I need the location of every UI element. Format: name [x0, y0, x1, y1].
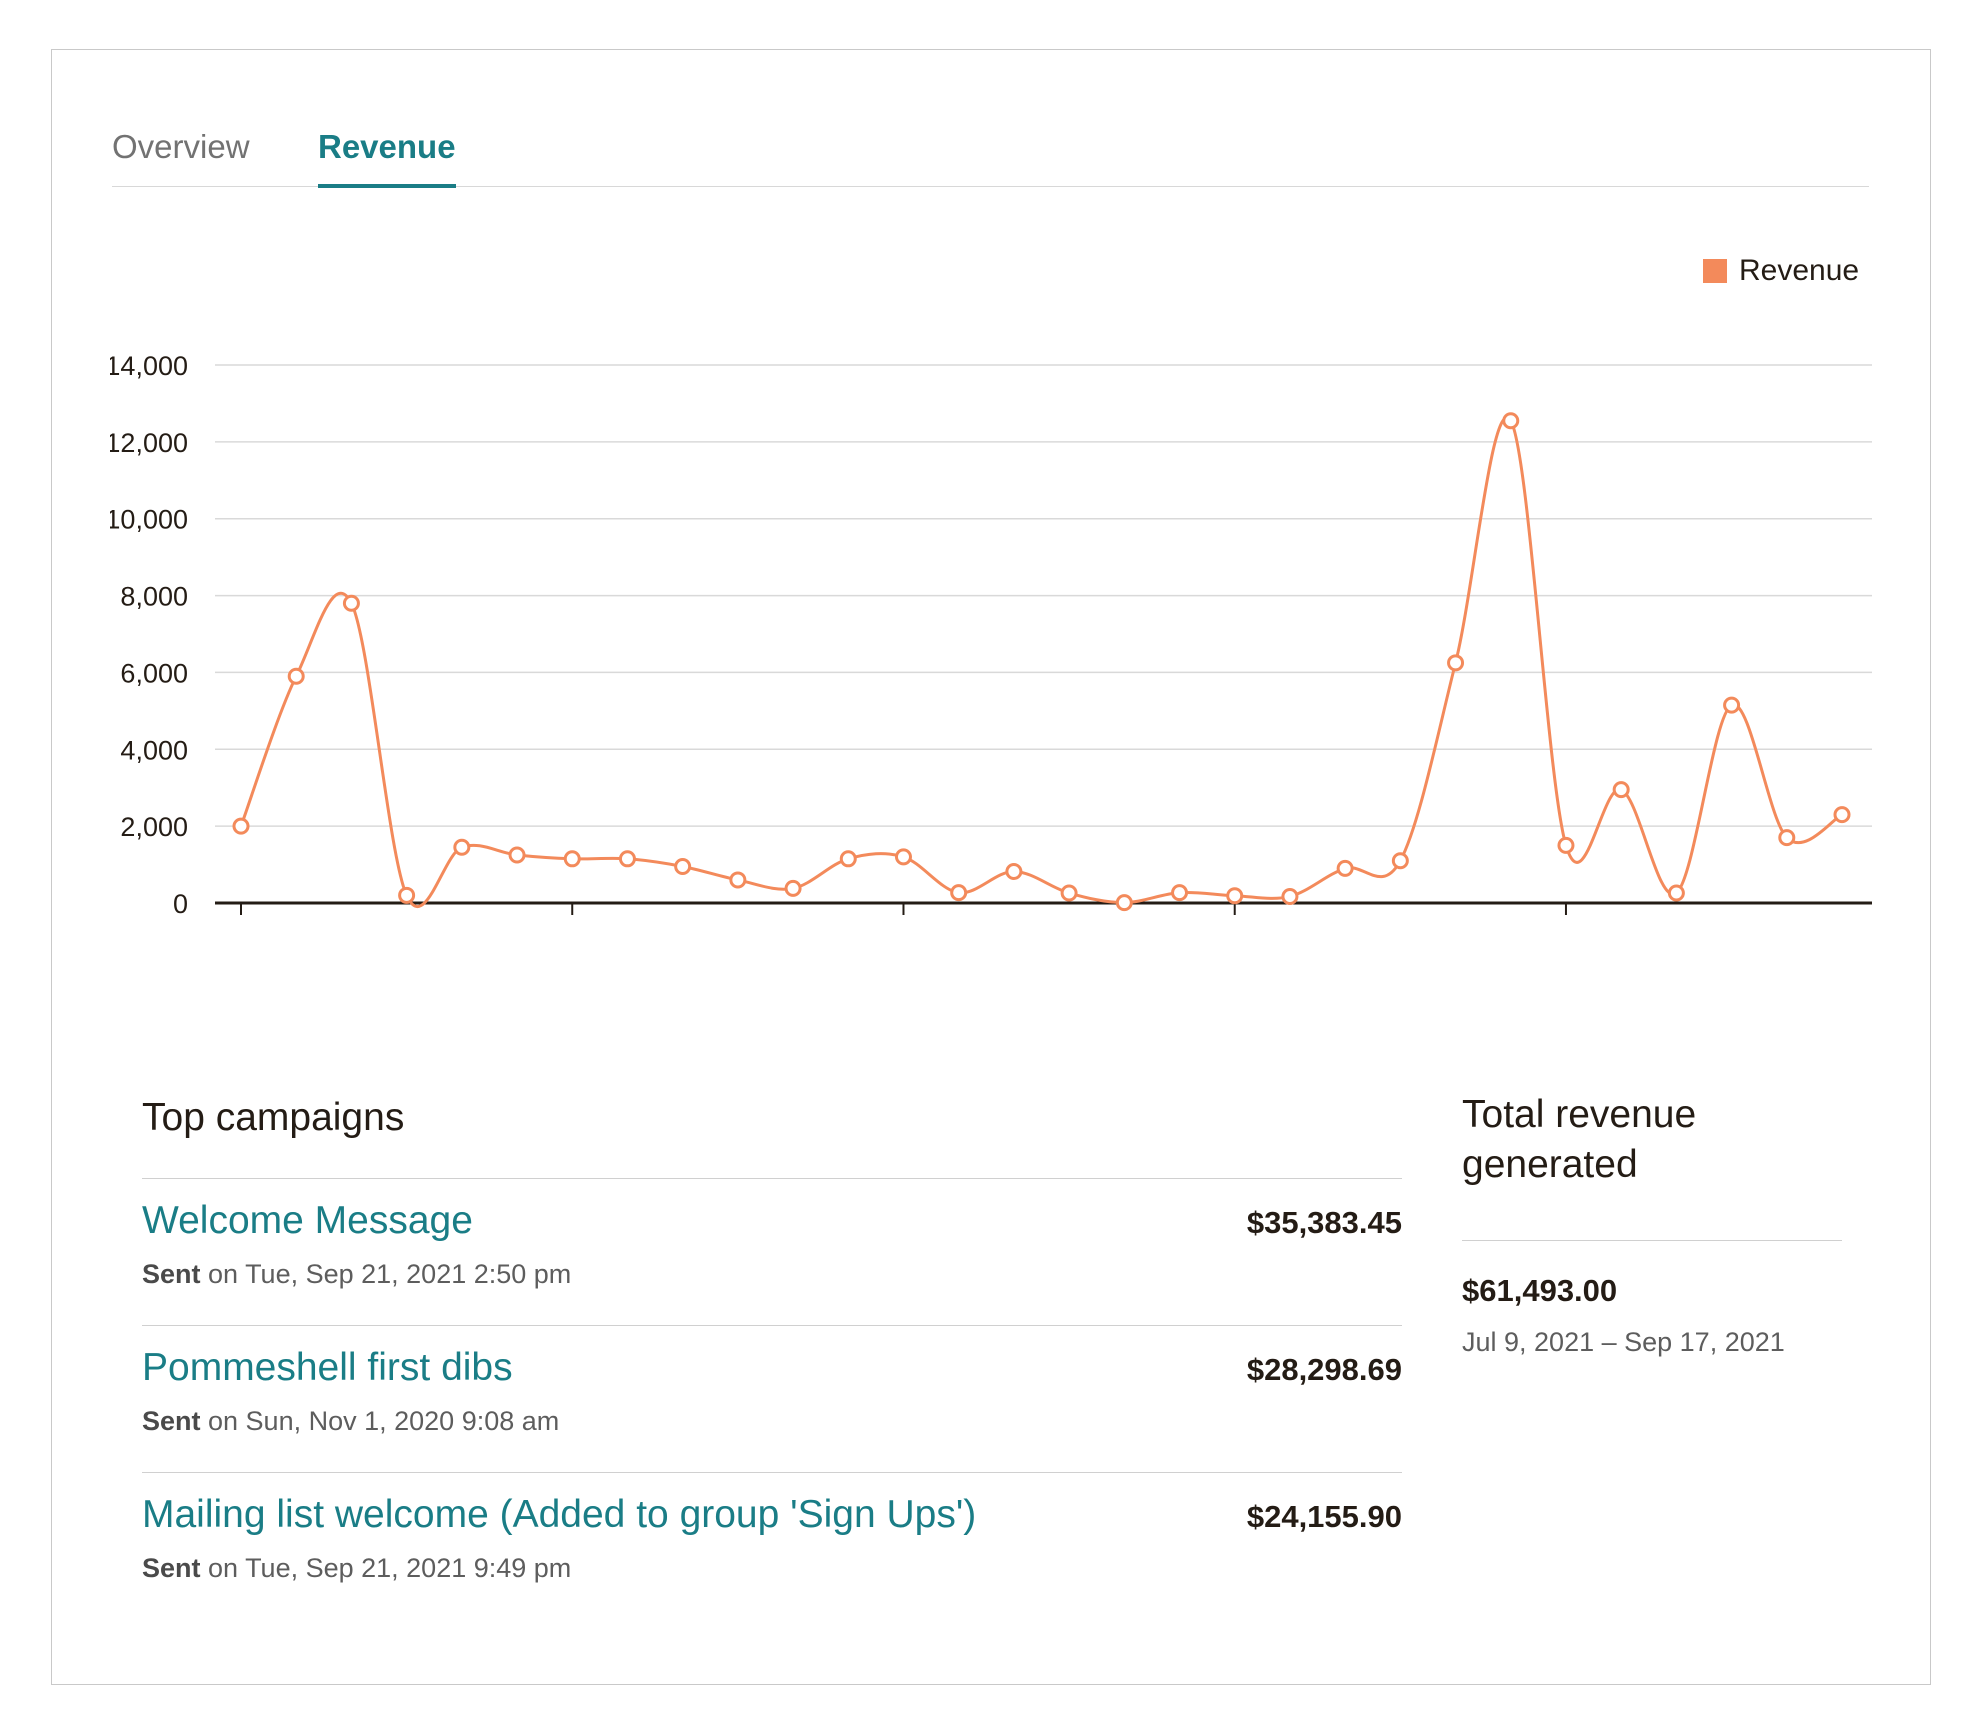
y-tick-label: 12,000: [105, 428, 188, 458]
data-point: [894, 848, 912, 866]
campaign-link[interactable]: Welcome Message: [142, 1199, 473, 1242]
sent-label: Sent: [142, 1406, 201, 1436]
total-revenue-section: Total revenue generated $61,493.00 Jul 9…: [1462, 1090, 1842, 1358]
campaign-revenue: $28,298.69: [1246, 1352, 1402, 1387]
data-point: [1281, 887, 1299, 905]
data-point: [1833, 806, 1851, 824]
top-campaigns-title: Top campaigns: [142, 1090, 1402, 1179]
campaign-row: Mailing list welcome (Added to group 'Si…: [142, 1473, 1402, 1620]
y-tick-label: 14,000: [105, 351, 188, 381]
data-point: [1723, 696, 1741, 714]
y-tick-label: 0: [173, 889, 188, 919]
data-point: [563, 850, 581, 868]
data-point: [839, 850, 857, 868]
data-point: [1226, 887, 1244, 905]
data-point: [508, 846, 526, 864]
campaign-row: Welcome Message $35,383.45 Sent on Tue, …: [142, 1179, 1402, 1326]
chart-gridlines: [215, 364, 1872, 827]
tab-revenue-label: Revenue: [318, 128, 456, 165]
tab-revenue[interactable]: Revenue: [318, 128, 456, 188]
data-point: [674, 857, 692, 875]
data-point: [1005, 862, 1023, 880]
total-revenue-date-range: Jul 9, 2021 – Sep 17, 2021: [1462, 1327, 1785, 1357]
data-point: [1336, 859, 1354, 877]
campaign-sent-date: Sent on Tue, Sep 21, 2021 2:50 pm: [142, 1259, 571, 1290]
data-point: [1115, 894, 1133, 912]
data-point: [1391, 852, 1409, 870]
chart-legend: Revenue: [1703, 254, 1859, 288]
y-tick-label: 2,000: [120, 812, 188, 842]
revenue-line: [239, 416, 1843, 908]
campaign-link[interactable]: Pommeshell first dibs: [142, 1346, 513, 1389]
campaign-revenue: $35,383.45: [1246, 1205, 1402, 1240]
data-point: [1778, 829, 1796, 847]
data-point: [618, 850, 636, 868]
data-point: [1447, 654, 1465, 672]
total-revenue-title: Total revenue generated: [1462, 1093, 1697, 1186]
campaign-row: Pommeshell first dibs $28,298.69 Sent on…: [142, 1326, 1402, 1473]
data-point: [1171, 884, 1189, 902]
y-tick-label: 8,000: [120, 582, 188, 612]
tab-overview[interactable]: Overview: [112, 128, 250, 165]
y-axis-ticks: 0 2,000 4,000 6,000 8,000 10,000 12,000 14,000: [105, 351, 188, 919]
campaign-revenue: $24,155.90: [1246, 1499, 1402, 1534]
y-tick-label: 10,000: [105, 505, 188, 535]
data-point: [1502, 412, 1520, 430]
top-campaigns-section: Top campaigns Welcome Message $35,383.45…: [142, 1090, 1402, 1620]
data-point: [453, 838, 471, 856]
sent-date: on Sun, Nov 1, 2020 9:08 am: [200, 1406, 560, 1436]
revenue-report-card: [51, 49, 1931, 1685]
x-axis: [215, 901, 1872, 915]
total-revenue-amount: $61,493.00: [1462, 1273, 1618, 1308]
data-point: [232, 817, 250, 835]
y-tick-label: 4,000: [120, 735, 188, 765]
data-point: [1667, 884, 1685, 902]
sent-label: Sent: [142, 1553, 201, 1583]
sent-date: on Tue, Sep 21, 2021 9:49 pm: [200, 1553, 572, 1583]
legend-swatch: [1703, 259, 1727, 283]
revenue-series: [232, 412, 1851, 912]
campaign-link[interactable]: Mailing list welcome (Added to group 'Si…: [142, 1493, 977, 1536]
data-point: [729, 871, 747, 889]
revenue-line-chart: 0 2,000 4,000 6,000 8,000 10,000 12,000 14,000: [105, 351, 1872, 919]
data-point: [287, 667, 305, 685]
data-point: [342, 594, 360, 612]
campaign-sent-date: Sent on Sun, Nov 1, 2020 9:08 am: [142, 1406, 559, 1437]
legend-label: Revenue: [1739, 254, 1860, 287]
data-point: [398, 886, 416, 904]
report-tabs: Overview Revenue: [112, 118, 1869, 188]
data-point: [1612, 781, 1630, 799]
active-tab-indicator: [318, 184, 456, 188]
sent-date: on Tue, Sep 21, 2021 2:50 pm: [200, 1259, 572, 1289]
data-point: [1557, 836, 1575, 854]
y-tick-label: 6,000: [120, 658, 188, 688]
data-point: [784, 879, 802, 897]
data-point: [950, 884, 968, 902]
sent-label: Sent: [142, 1259, 201, 1289]
data-point: [1060, 884, 1078, 902]
divider: [1462, 1240, 1842, 1241]
campaign-sent-date: Sent on Tue, Sep 21, 2021 9:49 pm: [142, 1553, 571, 1584]
